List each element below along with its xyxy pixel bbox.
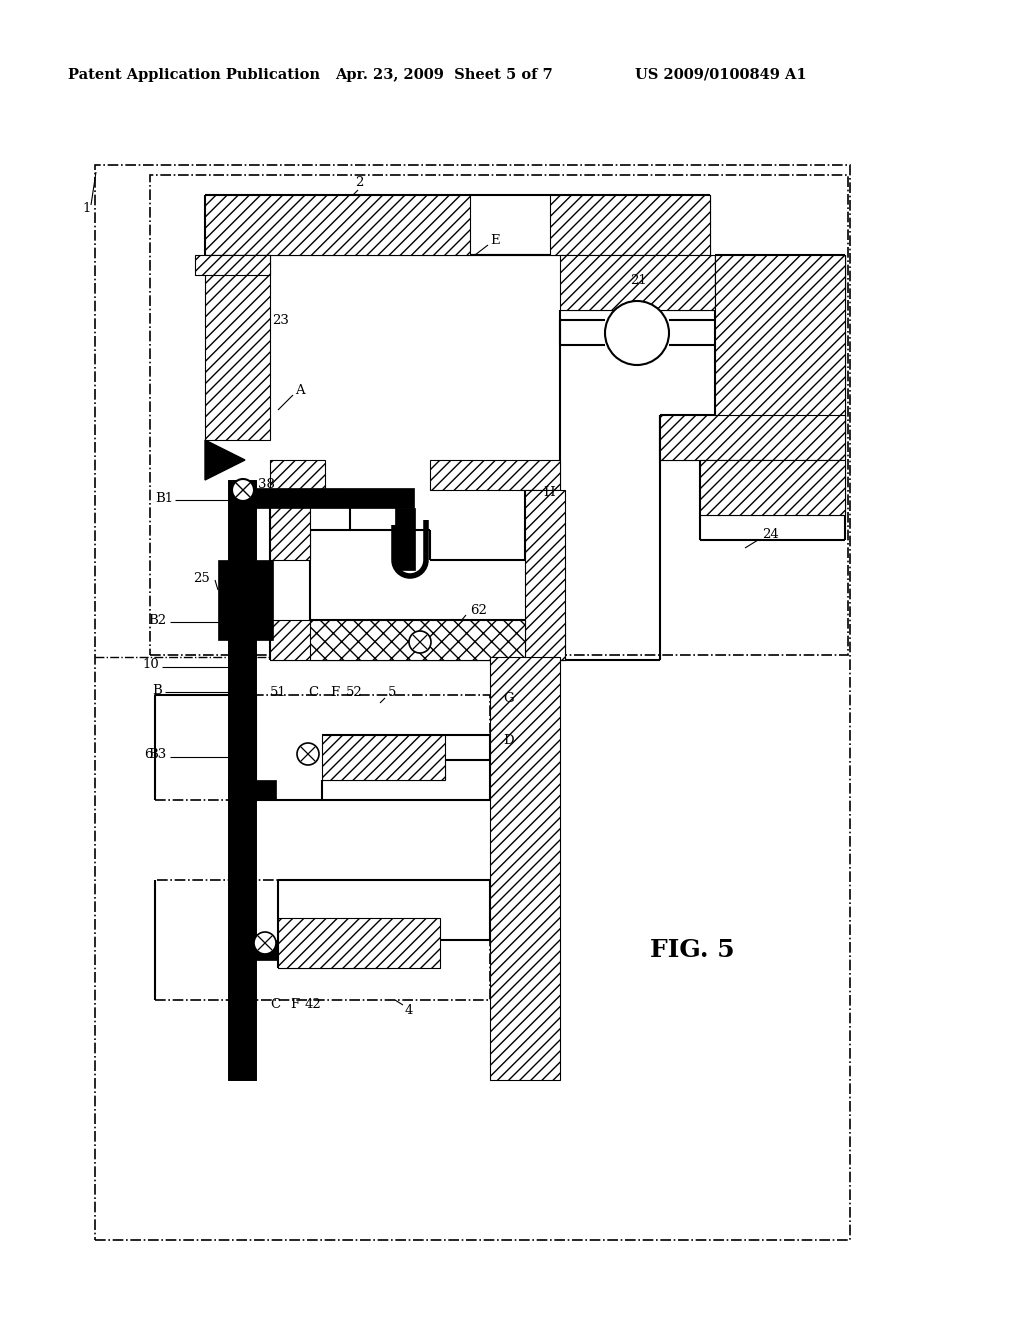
Text: C: C	[308, 686, 318, 700]
Text: E: E	[490, 234, 500, 247]
Bar	[205, 255, 270, 440]
Polygon shape	[205, 440, 245, 480]
Bar	[150, 176, 848, 655]
Text: 23: 23	[272, 314, 289, 326]
Text: B3: B3	[148, 748, 166, 762]
Text: Apr. 23, 2009  Sheet 5 of 7: Apr. 23, 2009 Sheet 5 of 7	[335, 69, 553, 82]
Text: 38: 38	[258, 478, 274, 491]
Bar	[560, 255, 715, 310]
Text: 25: 25	[193, 572, 210, 585]
Bar	[395, 508, 415, 570]
Text: 42: 42	[305, 998, 322, 1011]
Text: Patent Application Publication: Patent Application Publication	[68, 69, 319, 82]
Bar	[715, 255, 845, 436]
Circle shape	[605, 301, 669, 366]
Text: H: H	[543, 486, 555, 499]
Bar	[155, 880, 490, 1001]
Text: 2: 2	[355, 176, 364, 189]
Bar	[660, 414, 845, 459]
Text: F: F	[330, 686, 339, 700]
Circle shape	[232, 479, 254, 502]
Bar	[310, 620, 525, 660]
Bar	[254, 488, 414, 508]
Bar	[205, 195, 470, 255]
Text: 5: 5	[388, 686, 396, 700]
Bar	[278, 917, 440, 968]
Text: B2: B2	[148, 614, 166, 627]
Text: 4: 4	[406, 1003, 414, 1016]
Bar	[228, 480, 256, 1080]
Bar	[270, 620, 565, 660]
Text: FIG. 5: FIG. 5	[650, 939, 734, 962]
Circle shape	[409, 631, 431, 653]
Text: C: C	[270, 998, 281, 1011]
Bar	[270, 490, 310, 560]
Text: 10: 10	[142, 659, 159, 672]
Bar	[256, 696, 490, 800]
Bar	[218, 560, 273, 640]
Bar	[228, 940, 278, 960]
Text: 24: 24	[762, 528, 778, 541]
Bar	[700, 459, 845, 515]
Circle shape	[254, 932, 276, 954]
Text: B: B	[152, 684, 162, 697]
Text: US 2009/0100849 A1: US 2009/0100849 A1	[635, 69, 807, 82]
Text: A: A	[295, 384, 304, 396]
Bar	[155, 696, 256, 800]
Text: 21: 21	[630, 273, 647, 286]
Bar	[490, 657, 560, 1080]
Bar	[95, 165, 850, 1239]
Text: 52: 52	[346, 686, 362, 700]
Bar	[430, 459, 560, 490]
Bar	[525, 490, 565, 660]
Text: 51: 51	[270, 686, 287, 700]
Bar	[715, 255, 845, 290]
Text: 1: 1	[82, 202, 90, 214]
Text: 62: 62	[470, 603, 486, 616]
Text: D: D	[503, 734, 514, 747]
Text: 41: 41	[234, 998, 252, 1011]
Circle shape	[297, 743, 319, 766]
Text: F: F	[290, 998, 299, 1011]
Text: 6: 6	[144, 748, 153, 762]
Bar	[228, 480, 256, 1080]
Bar	[270, 459, 325, 490]
Text: G: G	[503, 692, 514, 705]
Bar	[228, 780, 276, 800]
Bar	[322, 735, 445, 780]
Bar	[550, 195, 710, 255]
Text: B1: B1	[155, 491, 173, 504]
Bar	[195, 255, 270, 275]
